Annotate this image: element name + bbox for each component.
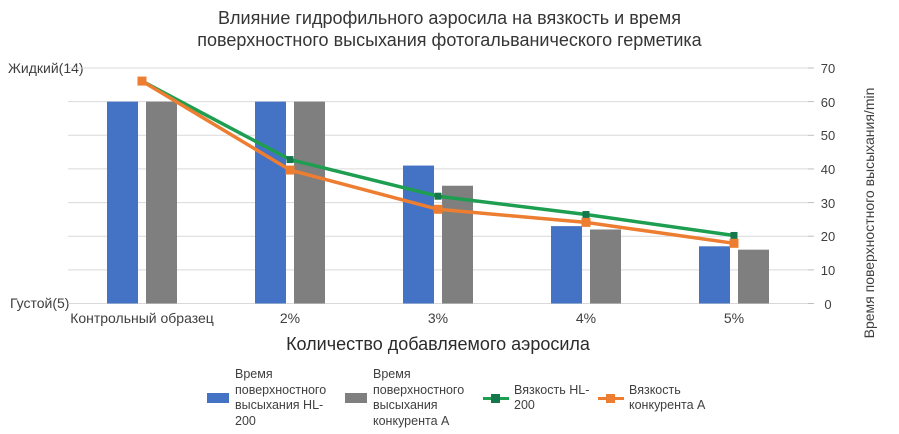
left-axis-bottom-label: Густой(5) bbox=[10, 295, 73, 311]
viscosity-competitor-marker bbox=[433, 204, 443, 214]
viscosity-competitor-marker bbox=[285, 165, 295, 175]
viscosity-hl200-marker bbox=[582, 211, 590, 219]
x-category-label: 2% bbox=[279, 310, 301, 326]
bar-drying-hl200 bbox=[255, 101, 286, 304]
legend-item-drying-competitor: Время поверхностного высыхания конкурент… bbox=[345, 367, 477, 429]
bar-drying-competitor bbox=[442, 185, 473, 304]
legend-item-drying-hl200: Время поверхностного высыхания HL-200 bbox=[207, 367, 339, 429]
bar-swatch-icon bbox=[345, 393, 367, 403]
viscosity-competitor-marker bbox=[729, 238, 739, 248]
legend-item-viscosity-competitor: Вязкость конкурента А bbox=[598, 383, 729, 414]
line-marker-swatch-icon bbox=[483, 393, 509, 404]
right-axis-tick-label: 30 bbox=[820, 195, 836, 211]
viscosity-hl200-marker bbox=[434, 192, 442, 200]
right-axis-tick-label: 50 bbox=[820, 128, 836, 144]
x-category-label: Контрольный образец bbox=[70, 310, 214, 326]
line-marker-swatch-icon bbox=[598, 393, 624, 404]
bar-drying-competitor bbox=[294, 101, 325, 304]
bar-drying-hl200 bbox=[699, 246, 730, 304]
bar-drying-hl200 bbox=[403, 165, 434, 304]
legend-item-viscosity-hl200: Вязкость HL-200 bbox=[483, 383, 592, 414]
bar-drying-hl200 bbox=[551, 226, 582, 304]
bar-drying-competitor bbox=[738, 249, 769, 304]
right-axis-tick-label: 40 bbox=[820, 161, 836, 177]
right-axis-title: Время поверхностного высыхания/min bbox=[861, 87, 877, 339]
right-axis-tick-label: 70 bbox=[820, 61, 836, 76]
right-axis-tick-label: 10 bbox=[820, 262, 836, 278]
viscosity-competitor-marker bbox=[137, 76, 147, 86]
viscosity-hl200-marker bbox=[730, 231, 738, 239]
x-category-label: 4% bbox=[575, 310, 597, 326]
bar-drying-hl200 bbox=[107, 101, 138, 304]
x-category-label: 5% bbox=[723, 310, 745, 326]
legend-label: Вязкость HL-200 bbox=[514, 382, 590, 413]
right-axis-tick-label: 60 bbox=[820, 94, 836, 110]
right-axis-tick-label: 20 bbox=[820, 229, 836, 245]
bar-drying-competitor bbox=[590, 229, 621, 304]
x-axis-title: Количество добавляемого аэросила bbox=[286, 334, 590, 354]
bar-drying-competitor bbox=[146, 101, 177, 304]
legend-label: Время поверхностного высыхания конкурент… bbox=[373, 367, 465, 428]
bar-swatch-icon bbox=[207, 393, 229, 403]
viscosity-hl200-marker bbox=[286, 156, 294, 164]
legend-label: Вязкость конкурента А bbox=[629, 382, 706, 413]
right-axis-tick-label: 0 bbox=[824, 296, 832, 312]
x-category-label: 3% bbox=[427, 310, 449, 326]
viscosity-competitor-line bbox=[141, 79, 735, 246]
chart-title: Влияние гидрофильного аэросила на вязкос… bbox=[197, 8, 702, 50]
left-axis-top-label: Жидкий(14) bbox=[8, 60, 87, 76]
viscosity-competitor-marker bbox=[581, 217, 591, 227]
legend: Время поверхностного высыхания HL-200 Вр… bbox=[207, 362, 729, 434]
legend-label: Время поверхностного высыхания HL-200 bbox=[235, 367, 327, 428]
